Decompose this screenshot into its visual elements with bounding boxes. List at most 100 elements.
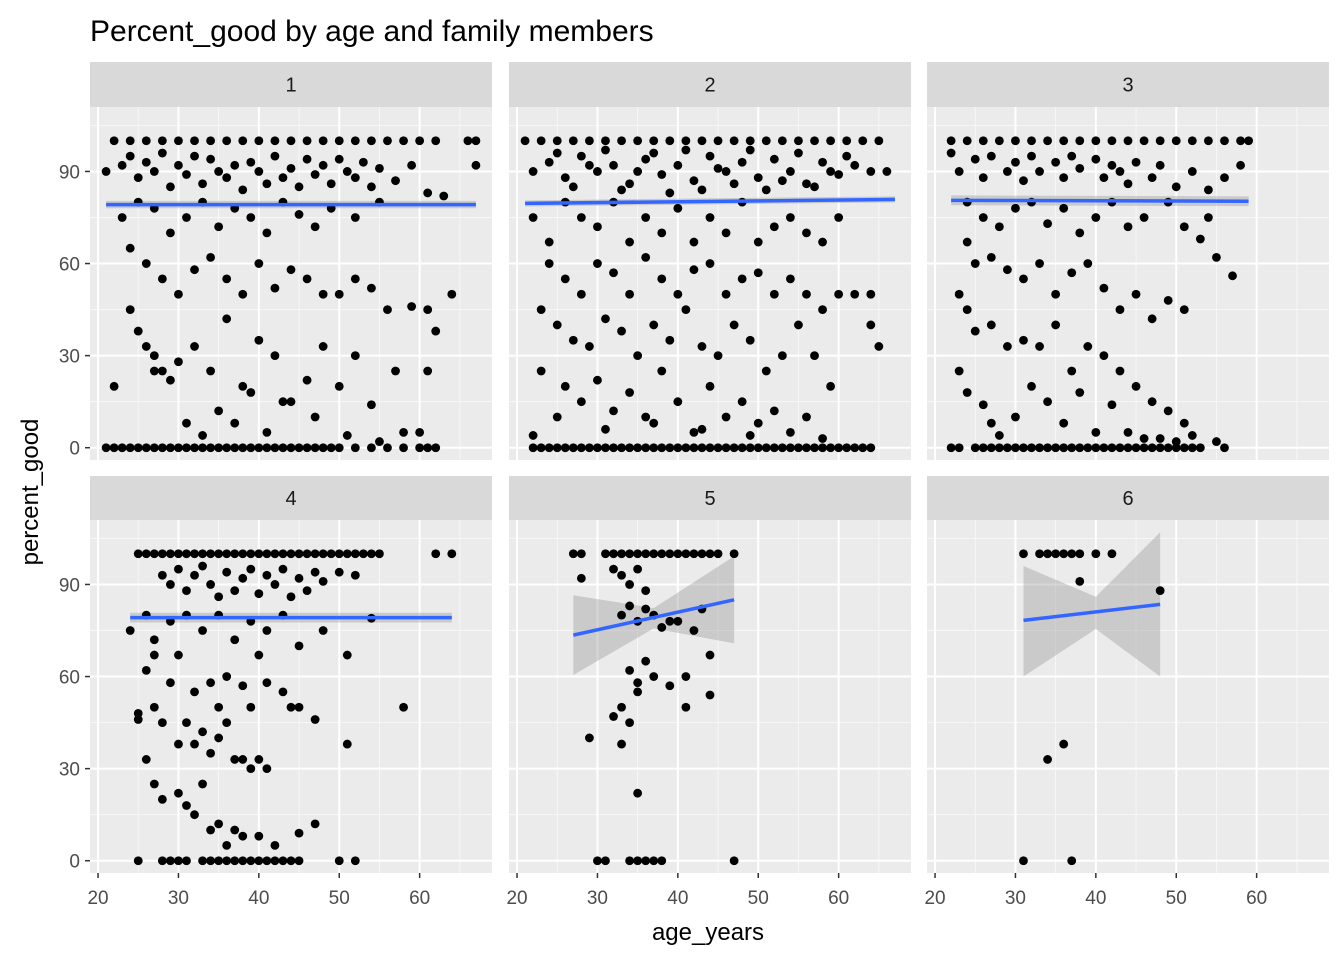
scatter-point bbox=[262, 443, 272, 453]
scatter-points bbox=[125, 549, 457, 866]
scatter-point bbox=[109, 443, 119, 453]
scatter-point bbox=[174, 160, 183, 170]
scatter-point bbox=[1043, 219, 1052, 229]
scatter-point bbox=[294, 210, 304, 219]
scatter-point bbox=[149, 635, 159, 645]
scatter-point bbox=[633, 687, 643, 697]
scatter-point bbox=[149, 702, 159, 712]
scatter-point bbox=[681, 136, 691, 146]
x-tick-label: 40 bbox=[667, 888, 688, 909]
scatter-point bbox=[190, 549, 199, 559]
scatter-point bbox=[1019, 274, 1028, 284]
chart-title: Percent_good by age and family members bbox=[90, 15, 654, 48]
scatter-point bbox=[1091, 427, 1101, 437]
scatter-point bbox=[962, 237, 972, 247]
facet-panel-6: 6 20 30 40 50 60 bbox=[924, 476, 1329, 909]
scatter-point bbox=[1171, 182, 1181, 192]
facet-strip bbox=[509, 62, 911, 107]
scatter-point bbox=[649, 443, 659, 453]
scatter-point bbox=[254, 443, 264, 453]
scatter-point bbox=[350, 351, 360, 361]
scatter-point bbox=[552, 320, 562, 330]
scatter-point bbox=[777, 351, 787, 361]
scatter-point bbox=[657, 228, 667, 238]
scatter-point bbox=[536, 305, 546, 314]
x-tick-label: 30 bbox=[587, 888, 608, 909]
scatter-point bbox=[552, 412, 562, 422]
scatter-point bbox=[617, 443, 626, 453]
scatter-point bbox=[1067, 151, 1077, 161]
scatter-point bbox=[1220, 136, 1229, 146]
facet-strip-label: 3 bbox=[1122, 75, 1133, 97]
scatter-point bbox=[617, 136, 626, 146]
scatter-point bbox=[310, 412, 320, 422]
x-tick-label: 50 bbox=[1166, 888, 1187, 909]
scatter-point bbox=[665, 443, 675, 453]
scatter-point bbox=[278, 443, 288, 453]
scatter-point bbox=[560, 381, 570, 391]
scatter-point bbox=[1179, 443, 1189, 453]
scatter-point bbox=[576, 397, 586, 407]
scatter-point bbox=[1204, 136, 1213, 146]
scatter-point bbox=[230, 635, 240, 645]
scatter-point bbox=[206, 825, 216, 835]
scatter-point bbox=[954, 443, 964, 453]
y-tick-label: 60 bbox=[59, 668, 80, 689]
scatter-point bbox=[1067, 549, 1077, 559]
scatter-point bbox=[681, 672, 691, 681]
scatter-point bbox=[544, 157, 554, 167]
scatter-point bbox=[1163, 406, 1173, 416]
scatter-point bbox=[1035, 443, 1044, 453]
scatter-point bbox=[946, 136, 956, 146]
scatter-point bbox=[141, 755, 151, 764]
scatter-point bbox=[834, 289, 844, 299]
scatter-point bbox=[1147, 397, 1157, 407]
scatter-point bbox=[294, 549, 304, 559]
scatter-point bbox=[842, 443, 852, 453]
scatter-point bbox=[745, 431, 755, 440]
scatter-point bbox=[649, 136, 659, 146]
scatter-point bbox=[214, 733, 224, 743]
scatter-point bbox=[230, 443, 240, 453]
scatter-point bbox=[302, 274, 312, 284]
scatter-point bbox=[609, 549, 618, 559]
scatter-point bbox=[246, 764, 256, 774]
scatter-point bbox=[721, 167, 731, 176]
facet-strip bbox=[509, 476, 911, 520]
scatter-point bbox=[238, 381, 248, 391]
scatter-point bbox=[182, 586, 191, 595]
scatter-point bbox=[1123, 222, 1133, 232]
scatter-point bbox=[786, 274, 795, 284]
scatter-point bbox=[1228, 271, 1237, 281]
facet-panel-3: 3 bbox=[927, 62, 1329, 460]
scatter-point bbox=[214, 819, 224, 829]
scatter-point bbox=[125, 443, 135, 453]
scatter-point bbox=[593, 222, 602, 232]
scatter-point bbox=[794, 136, 803, 146]
scatter-point bbox=[601, 856, 610, 866]
scatter-point bbox=[552, 136, 562, 146]
scatter-point bbox=[866, 320, 876, 330]
scatter-point bbox=[318, 342, 328, 351]
scatter-point bbox=[641, 213, 651, 222]
scatter-point bbox=[1059, 549, 1069, 559]
y-tick-label: 60 bbox=[59, 255, 80, 276]
scatter-point bbox=[334, 289, 344, 299]
scatter-point bbox=[625, 580, 634, 589]
scatter-point bbox=[125, 136, 135, 146]
scatter-point bbox=[1035, 342, 1044, 351]
scatter-point bbox=[665, 549, 675, 559]
scatter-point bbox=[946, 443, 956, 453]
scatter-point bbox=[270, 151, 280, 161]
scatter-point bbox=[117, 160, 127, 170]
scatter-point bbox=[568, 136, 578, 146]
scatter-point bbox=[415, 427, 425, 437]
scatter-point bbox=[1075, 549, 1085, 559]
scatter-point bbox=[1019, 176, 1028, 186]
scatter-point bbox=[310, 715, 320, 724]
scatter-point bbox=[1091, 136, 1101, 146]
scatter-point bbox=[665, 616, 675, 626]
scatter-point bbox=[1187, 167, 1197, 176]
scatter-point bbox=[986, 253, 996, 262]
scatter-point bbox=[585, 733, 594, 743]
